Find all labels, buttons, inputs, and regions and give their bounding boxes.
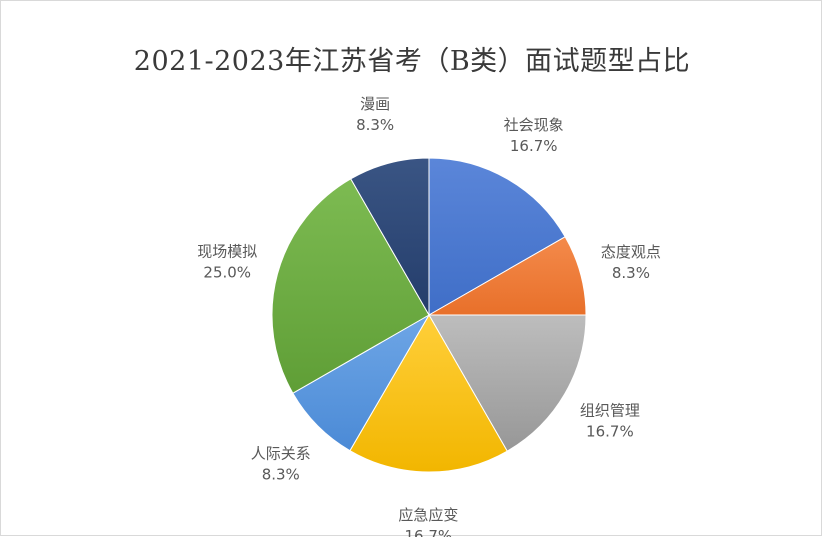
pie-slice-2 (428, 314, 587, 452)
slice-category-label-2: 组织管理 (580, 402, 640, 420)
slice-category-label-4: 人际关系 (251, 444, 311, 462)
pie-slice-3 (349, 314, 508, 473)
slice-category-label-1: 态度观点 (601, 243, 661, 261)
pie-slice-6 (350, 157, 430, 317)
chart-title: 2021-2023年江苏省考（B类）面试题型占比 (133, 46, 691, 77)
slice-category-label-5: 现场模拟 (197, 242, 257, 260)
slice-value-label-1: 8.3% (612, 264, 650, 282)
slice-category-label-3: 应急应变 (398, 506, 458, 524)
slice-category-label-0: 社会现象 (504, 116, 564, 134)
pie-slice-5 (271, 178, 430, 394)
pie-slice-0 (428, 157, 566, 316)
slice-value-label-6: 8.3% (356, 116, 394, 134)
slice-category-label-6: 漫画 (360, 95, 390, 113)
slice-value-label-3: 16.7% (405, 527, 453, 537)
slice-value-label-0: 16.7% (510, 137, 558, 155)
slice-value-label-4: 8.3% (262, 465, 300, 483)
slice-value-label-2: 16.7% (586, 423, 634, 441)
slice-value-label-5: 25.0% (203, 263, 251, 281)
